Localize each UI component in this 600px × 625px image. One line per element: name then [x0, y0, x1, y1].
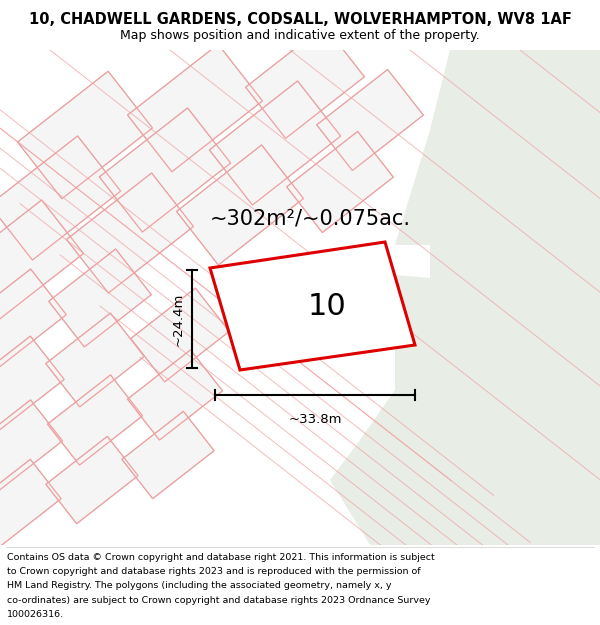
Polygon shape — [245, 26, 364, 138]
Polygon shape — [17, 71, 152, 199]
Text: HM Land Registry. The polygons (including the associated geometry, namely x, y: HM Land Registry. The polygons (includin… — [7, 581, 392, 591]
Polygon shape — [0, 459, 61, 547]
Polygon shape — [0, 136, 121, 260]
Polygon shape — [47, 375, 143, 465]
Polygon shape — [330, 50, 600, 545]
Text: Contains OS data © Crown copyright and database right 2021. This information is : Contains OS data © Crown copyright and d… — [7, 553, 435, 562]
Text: ~33.8m: ~33.8m — [288, 413, 342, 426]
Polygon shape — [122, 411, 214, 499]
Polygon shape — [128, 44, 262, 172]
Text: 100026316.: 100026316. — [7, 610, 64, 619]
Polygon shape — [67, 173, 193, 293]
Polygon shape — [209, 81, 341, 205]
Polygon shape — [0, 200, 83, 320]
Text: ~24.4m: ~24.4m — [172, 292, 185, 346]
Polygon shape — [210, 242, 415, 370]
Polygon shape — [0, 336, 64, 430]
Polygon shape — [127, 350, 223, 440]
Text: ~302m²/~0.075ac.: ~302m²/~0.075ac. — [209, 208, 410, 228]
Text: 10: 10 — [308, 292, 347, 321]
Polygon shape — [176, 145, 304, 265]
Polygon shape — [317, 69, 424, 171]
Text: co-ordinates) are subject to Crown copyright and database rights 2023 Ordnance S: co-ordinates) are subject to Crown copyr… — [7, 596, 431, 605]
Polygon shape — [49, 249, 151, 347]
Polygon shape — [287, 131, 394, 232]
Polygon shape — [131, 288, 229, 382]
Polygon shape — [100, 108, 230, 232]
Polygon shape — [46, 436, 138, 524]
Text: 10, CHADWELL GARDENS, CODSALL, WOLVERHAMPTON, WV8 1AF: 10, CHADWELL GARDENS, CODSALL, WOLVERHAM… — [29, 12, 571, 28]
Text: to Crown copyright and database rights 2023 and is reproduced with the permissio: to Crown copyright and database rights 2… — [7, 568, 421, 576]
Polygon shape — [46, 313, 144, 407]
Polygon shape — [0, 269, 67, 367]
Text: Map shows position and indicative extent of the property.: Map shows position and indicative extent… — [120, 29, 480, 42]
Polygon shape — [0, 400, 62, 490]
